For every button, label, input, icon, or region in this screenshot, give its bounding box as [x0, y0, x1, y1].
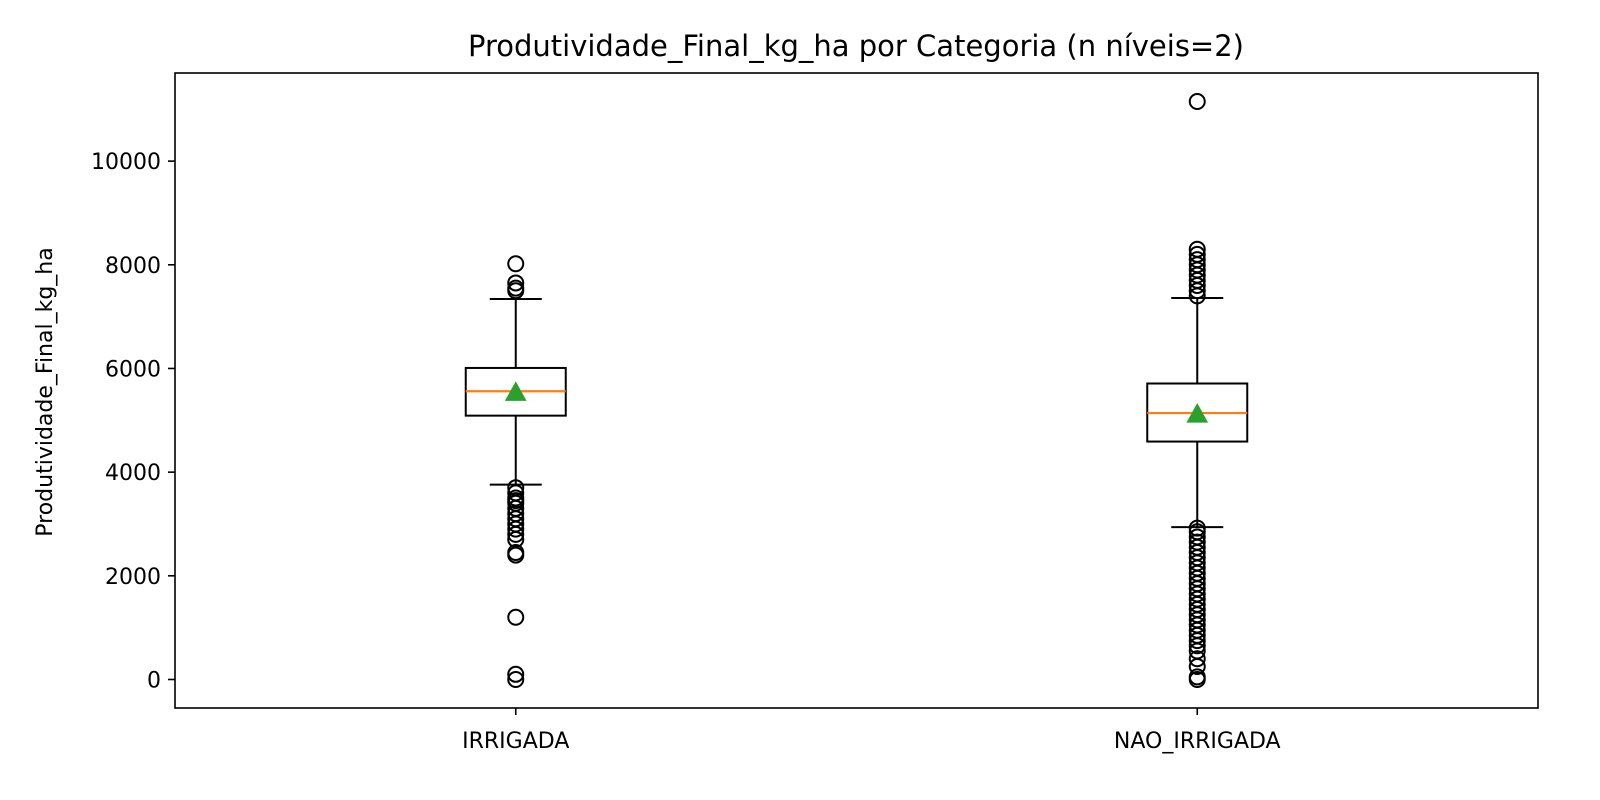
- outlier-point: [1188, 650, 1206, 668]
- y-tick-label: 8000: [105, 254, 161, 279]
- outlier-point: [1188, 528, 1206, 546]
- outlier-point: [1188, 668, 1206, 686]
- mean-marker: [504, 381, 527, 401]
- x-tick-label: NAO_IRRIGADA: [1114, 729, 1281, 754]
- outlier-point: [507, 670, 525, 688]
- boxes-group: [464, 93, 1249, 688]
- outlier-point: [507, 274, 525, 292]
- y-tick-label: 4000: [105, 461, 161, 486]
- y-axis: 0 2000 4000 6000 8000 10000: [91, 150, 175, 693]
- y-tick-label: 0: [147, 668, 161, 693]
- x-axis: IRRIGADA NAO_IRRIGADA: [462, 708, 1281, 754]
- y-tick-label: 6000: [105, 357, 161, 382]
- outlier-point: [507, 665, 525, 683]
- outlier-point: [1188, 251, 1206, 269]
- box-irrigada: [464, 255, 567, 688]
- outlier-point: [507, 479, 525, 497]
- y-tick-label: 2000: [105, 565, 161, 590]
- outlier-point: [1188, 240, 1206, 258]
- outlier-point: [507, 608, 525, 626]
- y-axis-label: Produtividade_Final_kg_ha: [33, 247, 58, 536]
- plot-area-frame: [174, 72, 1539, 709]
- x-tick-label: IRRIGADA: [462, 729, 569, 754]
- outlier-point: [1188, 533, 1206, 551]
- outlier-point: [507, 543, 525, 561]
- outlier-point: [507, 279, 525, 297]
- outlier-point: [507, 489, 525, 507]
- chart-title: Produtividade_Final_kg_ha por Categoria …: [468, 29, 1244, 63]
- outlier-point: [1188, 93, 1206, 111]
- outlier-point: [507, 484, 525, 502]
- mean-marker: [1186, 403, 1209, 423]
- y-tick-label: 10000: [91, 150, 161, 175]
- box-nao-irrigada: [1146, 93, 1249, 688]
- outlier-point: [1188, 245, 1206, 263]
- outlier-point: [507, 255, 525, 273]
- outlier-point: [1188, 519, 1206, 537]
